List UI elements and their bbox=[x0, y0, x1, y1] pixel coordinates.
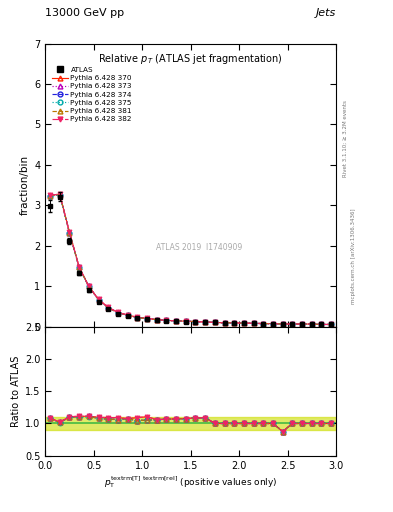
Text: ATLAS 2019  I1740909: ATLAS 2019 I1740909 bbox=[156, 243, 242, 252]
Text: Relative $p_{T}$ (ATLAS jet fragmentation): Relative $p_{T}$ (ATLAS jet fragmentatio… bbox=[98, 52, 283, 66]
Text: Jets: Jets bbox=[316, 8, 336, 18]
Text: Rivet 3.1.10; ≥ 3.2M events: Rivet 3.1.10; ≥ 3.2M events bbox=[343, 100, 348, 177]
Text: 13000 GeV pp: 13000 GeV pp bbox=[45, 8, 124, 18]
Y-axis label: fraction/bin: fraction/bin bbox=[20, 155, 30, 215]
Y-axis label: Ratio to ATLAS: Ratio to ATLAS bbox=[11, 356, 21, 427]
Text: mcplots.cern.ch [arXiv:1306.3436]: mcplots.cern.ch [arXiv:1306.3436] bbox=[351, 208, 356, 304]
Legend: ATLAS, Pythia 6.428 370, Pythia 6.428 373, Pythia 6.428 374, Pythia 6.428 375, P: ATLAS, Pythia 6.428 370, Pythia 6.428 37… bbox=[52, 67, 132, 122]
X-axis label: $p_{\rm T}^{\rm textrm[T]~textrm[rel]}$ (positive values only): $p_{\rm T}^{\rm textrm[T]~textrm[rel]}$ … bbox=[104, 475, 277, 490]
Bar bbox=[45, 417, 336, 430]
